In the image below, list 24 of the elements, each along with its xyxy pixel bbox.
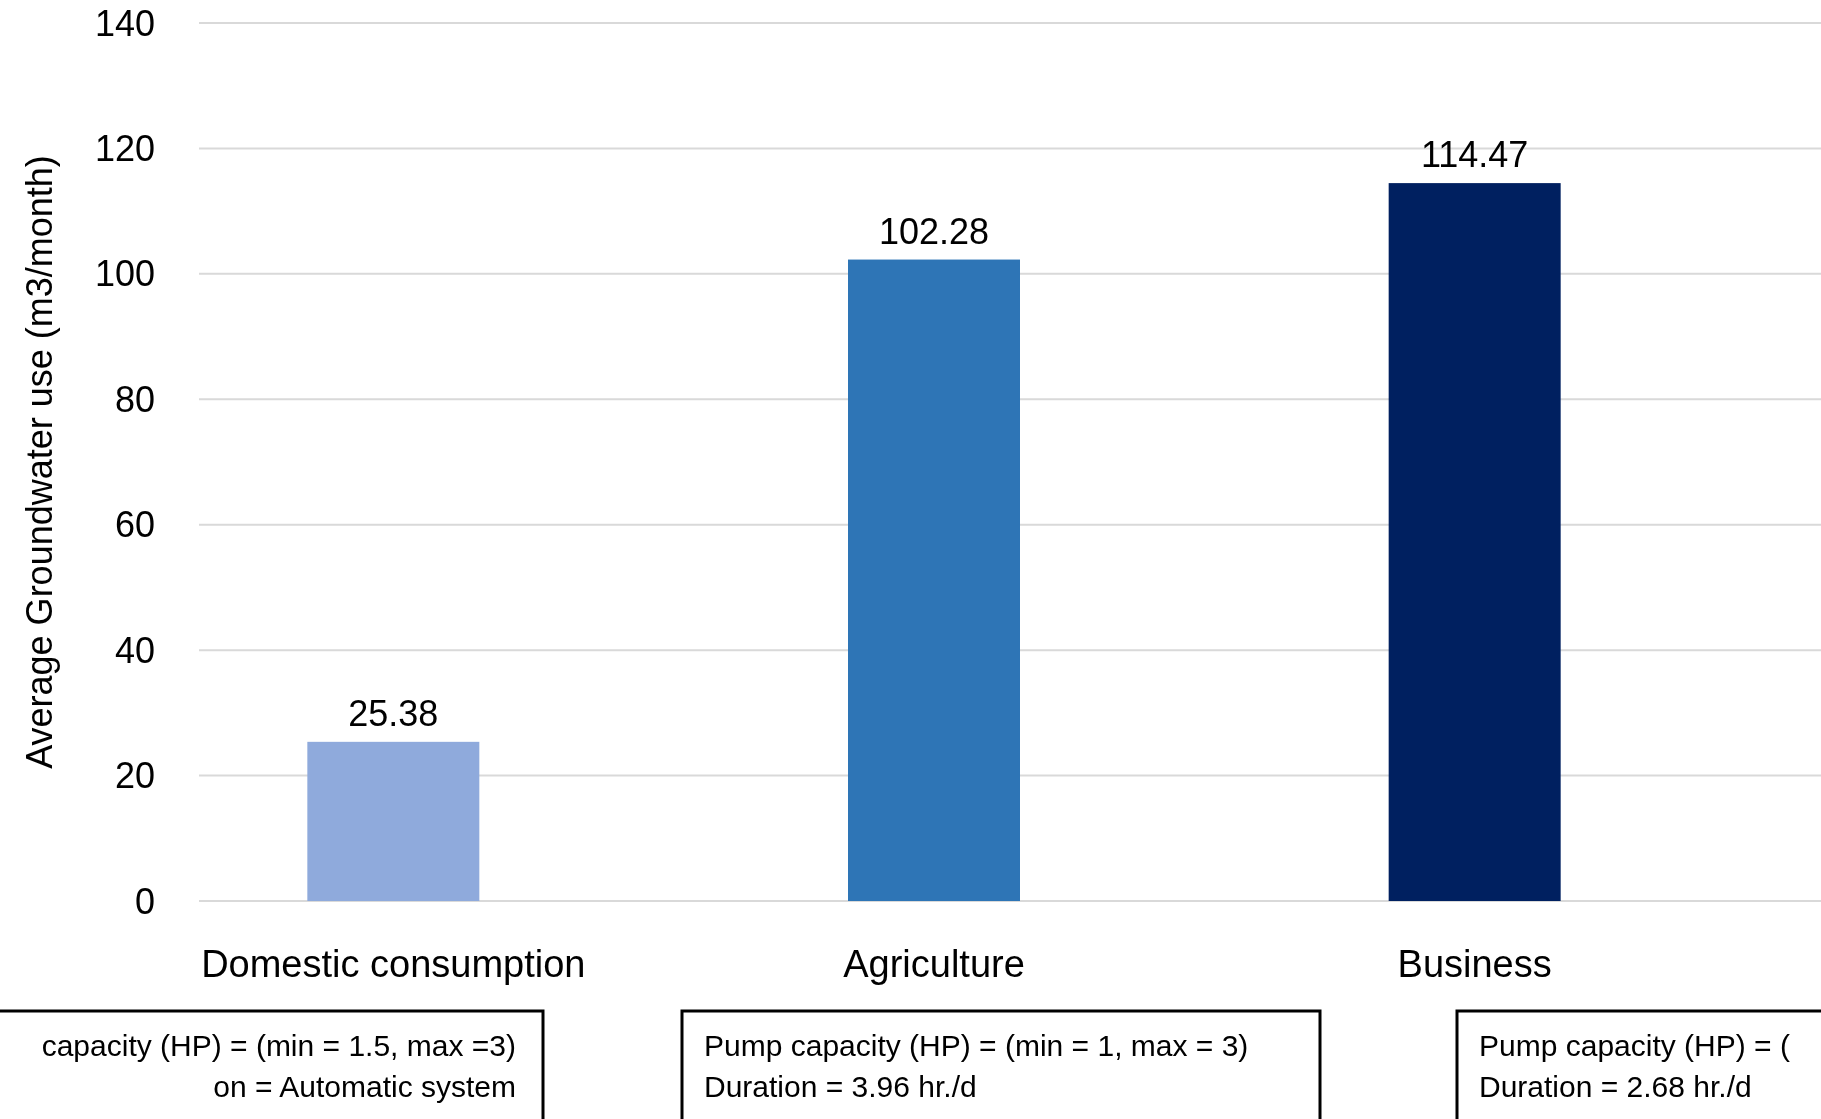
text: on = Automatic system [213, 1069, 516, 1103]
x-tick-label: Domestic consumption [201, 943, 586, 986]
y-axis-title: Average Groundwater use (m3/month) [19, 155, 60, 769]
text: Duration = 3.96 hr./d [704, 1069, 977, 1103]
x-tick-label: Business [1397, 943, 1552, 986]
y-tick-label: 20 [114, 755, 155, 797]
data-label: 114.47 [1420, 134, 1529, 176]
x-tick-label: Agriculture [843, 943, 1025, 986]
bar [307, 741, 480, 901]
y-tick-label: 100 [94, 253, 155, 295]
text: Pump capacity (HP) = ( [1479, 1028, 1790, 1062]
y-tick-label: 40 [114, 629, 155, 671]
text: Duration = 2.68 hr./d [1479, 1069, 1752, 1103]
data-label: 25.38 [348, 692, 439, 734]
y-tick-label: 80 [114, 378, 155, 420]
bar [848, 259, 1020, 901]
text: capacity (HP) = (min = 1.5, max =3) [41, 1028, 516, 1062]
bar [1388, 183, 1561, 901]
data-label: 102.28 [878, 210, 990, 252]
y-tick-label: 120 [94, 128, 155, 170]
y-tick-label: 0 [134, 880, 155, 922]
text: Pump capacity (HP) = (min = 1, max = 3) [704, 1028, 1249, 1062]
y-tick-label: 140 [94, 2, 155, 44]
y-tick-label: 60 [114, 504, 155, 546]
